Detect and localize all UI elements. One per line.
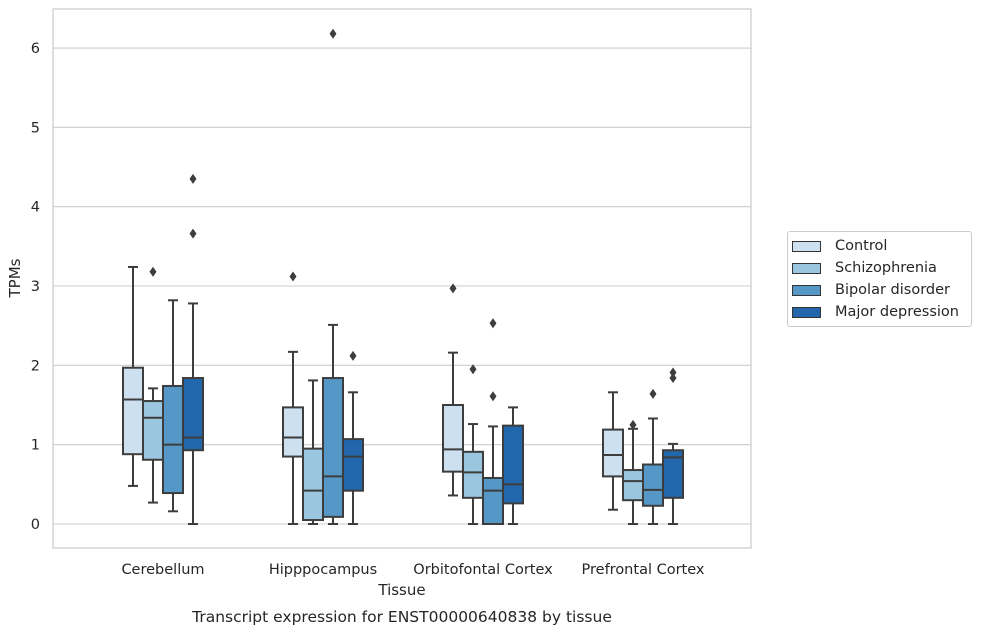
x-tick-label-prefrontal-cortex: Prefrontal Cortex [582,562,705,578]
box-prefrontal-cortex-control [602,391,624,511]
legend-item-bipolar-disorder: Bipolar disorder [792,279,950,301]
iqr-box [462,450,484,499]
outlier-point [489,391,497,402]
legend-label-schizophrenia: Schizophrenia [835,260,937,276]
iqr-box [662,449,684,499]
legend-swatch-schizophrenia [792,262,821,274]
box-series [122,28,684,525]
legend-item-schizophrenia: Schizophrenia [792,257,937,279]
plot-frame [52,8,752,549]
x-tick-label-hipppocampus: Hipppocampus [269,562,377,578]
box-prefrontal-cortex-schizophrenia [622,419,644,525]
legend-label-bipolar-disorder: Bipolar disorder [835,282,950,298]
legend: Control Schizophrenia Bipolar disorder M… [787,231,972,327]
y-tick-label-5: 5 [31,120,40,136]
iqr-box [502,424,524,505]
box-hipppocampus-control [282,271,304,525]
iqr-box [622,469,644,502]
legend-swatch-major-depression [792,306,821,318]
y-tick-label-1: 1 [31,438,40,454]
box-hipppocampus-bipolar-disorder [322,28,344,525]
iqr-box [282,406,304,458]
x-tick-label-orbitofontal-cortex: Orbitofontal Cortex [413,562,553,578]
box-prefrontal-cortex-bipolar-disorder [642,388,664,525]
box-prefrontal-cortex-major-depression [662,367,684,525]
outlier-point [189,228,197,239]
box-orbitofontal-cortex-bipolar-disorder [482,318,504,525]
iqr-box [162,384,184,495]
legend-swatch-bipolar-disorder [792,284,821,296]
iqr-box [342,438,364,492]
outlier-point [289,271,297,282]
box-orbitofontal-cortex-major-depression [502,406,524,525]
y-axis-ticks: 0 1 2 3 4 5 6 [31,41,40,533]
iqr-box [442,404,464,473]
iqr-box [642,463,664,507]
outlier-point [469,364,477,375]
box-cerebellum-schizophrenia [142,266,164,504]
box-hipppocampus-major-depression [342,350,364,525]
legend-item-major-depression: Major depression [792,301,959,323]
box-hipppocampus-schizophrenia [302,379,324,525]
box-orbitofontal-cortex-schizophrenia [462,364,484,525]
outlier-point [629,419,637,430]
y-tick-label-2: 2 [31,358,40,374]
iqr-box [482,476,504,525]
outlier-point [349,350,357,361]
legend-item-control: Control [792,235,887,257]
outlier-point [149,266,157,277]
y-tick-label-4: 4 [31,200,40,216]
box-cerebellum-major-depression [182,173,204,525]
x-axis-label: Tissue [377,581,425,599]
box-cerebellum-control [122,265,144,487]
legend-swatch-control [792,240,821,252]
outlier-point [669,373,677,384]
y-tick-label-3: 3 [31,279,40,295]
iqr-box [182,377,204,452]
chart-title: Transcript expression for ENST0000064083… [191,608,612,626]
outlier-point [649,388,657,399]
box-cerebellum-bipolar-disorder [162,299,184,513]
iqr-box [322,377,344,518]
outlier-point [669,367,677,378]
x-tick-label-cerebellum: Cerebellum [121,562,204,578]
outlier-point [189,173,197,184]
iqr-box [302,447,324,522]
outlier-point [489,318,497,329]
x-axis-ticks: Cerebellum Hipppocampus Orbitofontal Corte… [121,562,704,578]
box-orbitofontal-cortex-control [442,283,464,497]
iqr-box [142,400,164,461]
outlier-point [329,28,337,39]
iqr-box [122,366,144,456]
iqr-box [602,428,624,478]
legend-label-major-depression: Major depression [835,304,959,320]
y-tick-label-6: 6 [31,41,40,57]
y-axis-label: TPMs [6,258,24,298]
y-tick-label-0: 0 [31,517,40,533]
outlier-point [449,283,457,294]
legend-label-control: Control [835,238,888,254]
